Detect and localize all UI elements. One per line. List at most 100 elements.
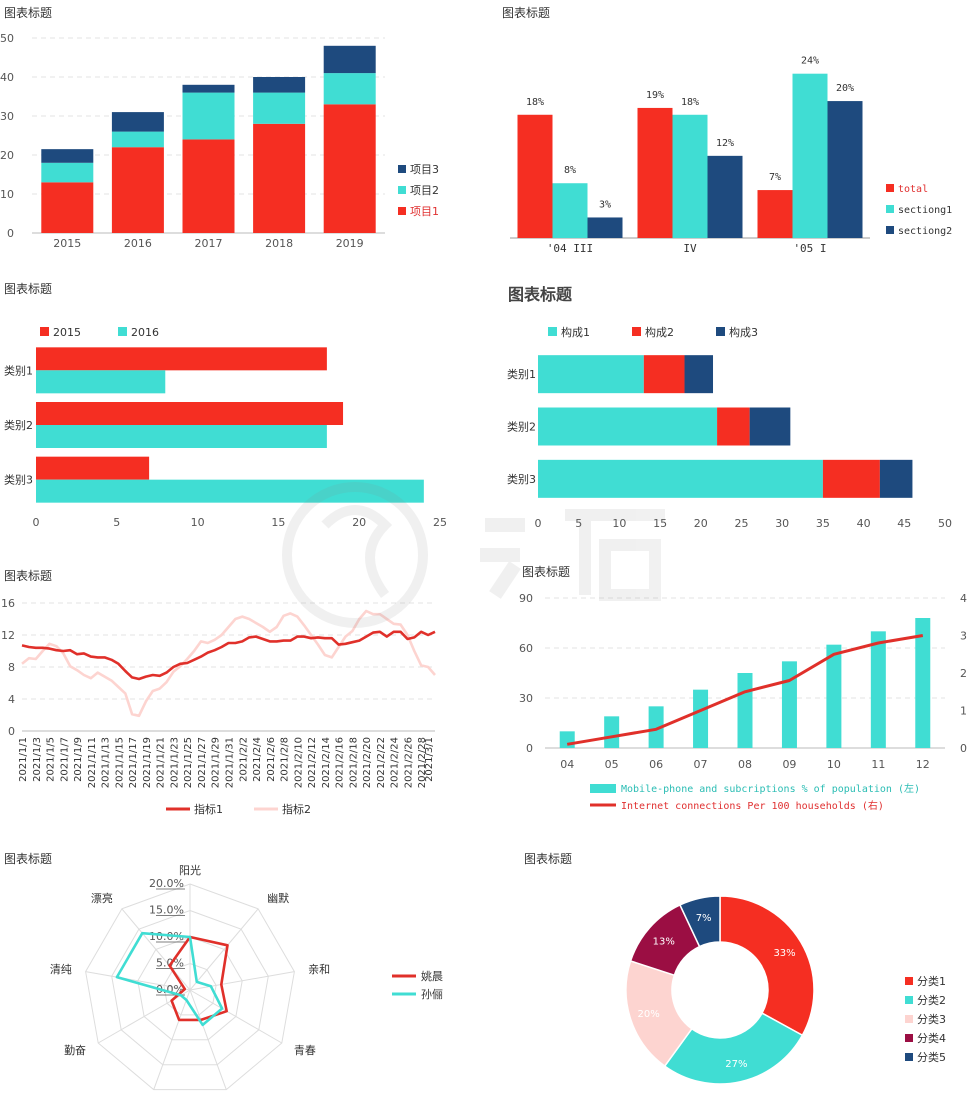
x-tick-label: 2021/1/11 bbox=[87, 737, 98, 788]
x-tick-label: 25 bbox=[433, 516, 447, 529]
bar bbox=[538, 355, 644, 394]
legend-label: 构成1 bbox=[561, 325, 590, 339]
legend-swatch bbox=[905, 1015, 913, 1023]
legend-label: 分类5 bbox=[917, 1050, 946, 1064]
legend-swatch bbox=[905, 977, 913, 985]
bar bbox=[41, 149, 94, 163]
legend-label: 分类2 bbox=[917, 993, 946, 1007]
data-label: 18% bbox=[526, 97, 544, 108]
y-tick-label: 20 bbox=[0, 149, 14, 162]
bar bbox=[757, 190, 793, 238]
x-tick-label: 2021/2/6 bbox=[266, 737, 277, 782]
legend-label: 构成3 bbox=[729, 325, 758, 339]
legend-swatch bbox=[118, 327, 127, 336]
legend-label: 项目2 bbox=[410, 184, 439, 197]
x-tick-label: 2018 bbox=[265, 237, 293, 250]
legend-label: 分类3 bbox=[917, 1012, 946, 1026]
y-tick-label: 类别1 bbox=[507, 367, 536, 381]
radar-tick-label: 20.0% bbox=[149, 877, 184, 890]
y2-tick-label: 0 bbox=[960, 742, 967, 755]
x-tick-label: 2021/1/31 bbox=[225, 737, 236, 788]
x-tick-label: 45 bbox=[897, 517, 911, 530]
bar bbox=[36, 479, 424, 503]
bar bbox=[36, 370, 166, 394]
radar-series bbox=[115, 931, 224, 1027]
legend-label: 分类4 bbox=[917, 1031, 946, 1045]
x-tick-label: 2021/2/16 bbox=[335, 737, 346, 788]
legend-label: 姚晨 bbox=[421, 969, 443, 983]
radar-axis-label: 阳光 bbox=[179, 863, 201, 877]
x-tick-label: 2021/2/22 bbox=[376, 737, 387, 788]
bar bbox=[870, 631, 886, 748]
legend-swatch bbox=[716, 327, 725, 336]
legend-label: sectiong1 bbox=[898, 205, 952, 216]
chart7-radar: 阳光幽默亲和青春可爱活力勤奋清纯漂亮0.0%5.0%10.0%15.0%20.0… bbox=[50, 863, 443, 1091]
x-tick-label: 50 bbox=[938, 517, 952, 530]
x-tick-label: 20 bbox=[694, 517, 708, 530]
legend-swatch bbox=[548, 327, 557, 336]
y-tick-label: 50 bbox=[0, 32, 14, 45]
radar-spoke bbox=[189, 989, 283, 1044]
bar bbox=[253, 123, 306, 233]
legend-swatch bbox=[40, 327, 49, 336]
y-tick-label: 0 bbox=[7, 227, 14, 240]
y-tick-label: 类别1 bbox=[4, 363, 33, 377]
x-tick-label: 2021/1/15 bbox=[114, 737, 125, 788]
bar bbox=[36, 456, 150, 480]
data-label: 12% bbox=[716, 138, 734, 149]
x-tick-label: 09 bbox=[782, 758, 796, 771]
bar bbox=[693, 689, 709, 748]
data-label: 18% bbox=[681, 97, 699, 108]
radar-spoke bbox=[121, 908, 191, 991]
y-tick-label: 30 bbox=[0, 110, 14, 123]
chart2-title: 图表标题 bbox=[502, 6, 551, 20]
x-tick-label: '05 I bbox=[793, 242, 826, 255]
bar bbox=[826, 644, 842, 748]
data-label: 27% bbox=[725, 1059, 747, 1070]
radar-spoke bbox=[189, 971, 295, 991]
x-tick-label: 2021/2/14 bbox=[321, 737, 332, 788]
y-tick-label: 0 bbox=[526, 742, 533, 755]
x-tick-label: 2021/2/8 bbox=[280, 737, 291, 782]
data-label: 8% bbox=[564, 165, 576, 176]
y-tick-label: 40 bbox=[0, 71, 14, 84]
chart7-title: 图表标题 bbox=[4, 852, 53, 866]
bar bbox=[879, 459, 913, 498]
radar-tick-label: 15.0% bbox=[149, 904, 184, 917]
x-tick-label: 2021/2/10 bbox=[293, 737, 304, 788]
chart8-title: 图表标题 bbox=[524, 852, 573, 866]
y-tick-label: 16 bbox=[1, 597, 15, 610]
bar bbox=[915, 618, 931, 748]
bar bbox=[737, 673, 753, 748]
bar bbox=[587, 217, 623, 238]
radar-spoke bbox=[189, 989, 227, 1090]
x-tick-label: 05 bbox=[605, 758, 619, 771]
x-tick-label: 04 bbox=[560, 758, 574, 771]
bar bbox=[538, 459, 823, 498]
bar bbox=[781, 661, 797, 748]
radar-axis-label: 勤奋 bbox=[64, 1043, 86, 1057]
radar-series bbox=[168, 935, 229, 1022]
legend-swatch bbox=[886, 226, 894, 234]
legend-swatch bbox=[590, 784, 616, 793]
x-tick-label: 2021/2/18 bbox=[348, 737, 359, 788]
bar bbox=[111, 112, 164, 132]
x-tick-label: 15 bbox=[653, 517, 667, 530]
radar-axis-label: 青春 bbox=[294, 1044, 316, 1057]
bar bbox=[253, 77, 306, 93]
x-tick-label: 2021/1/5 bbox=[46, 737, 57, 782]
donut-slice bbox=[663, 1012, 804, 1085]
radar-grid bbox=[163, 962, 217, 1016]
legend-swatch bbox=[905, 1034, 913, 1042]
data-label: 33% bbox=[773, 948, 795, 959]
data-label: 24% bbox=[801, 56, 819, 67]
x-tick-label: 2021/1/29 bbox=[211, 737, 222, 788]
bar bbox=[323, 45, 376, 74]
legend-label: Mobile-phone and subcriptions % of popul… bbox=[621, 782, 920, 795]
x-tick-label: 10 bbox=[827, 758, 841, 771]
chart1-stacked-column: 0 10 20 30 40 50 2015 2016 2017 2018 2019 项目3 项目2 项目1 bbox=[0, 32, 439, 250]
y-tick-label: 类别2 bbox=[4, 418, 33, 432]
legend-label: Internet connections Per 100 households … bbox=[621, 799, 884, 812]
x-tick-label: 2021/2/12 bbox=[307, 737, 318, 788]
x-tick-label: 2021/2/2 bbox=[238, 737, 249, 782]
